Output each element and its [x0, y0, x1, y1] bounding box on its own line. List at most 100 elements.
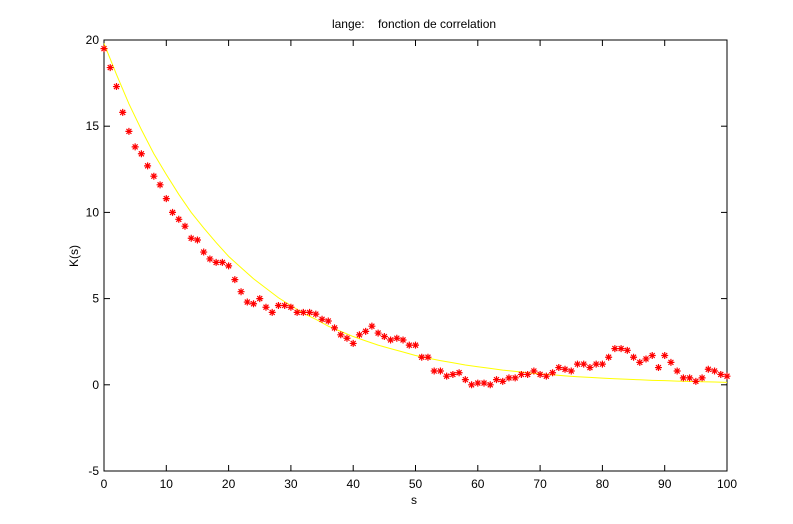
star-marker-icon	[106, 64, 114, 72]
data-point-marker	[654, 364, 662, 372]
star-marker-icon	[686, 374, 694, 382]
star-marker-icon	[125, 127, 133, 135]
star-marker-icon	[256, 295, 264, 303]
star-marker-icon	[555, 364, 563, 372]
data-point-marker	[250, 300, 258, 308]
star-marker-icon	[418, 353, 426, 361]
data-point-marker	[200, 248, 208, 256]
star-marker-icon	[337, 331, 345, 339]
star-marker-icon	[667, 358, 675, 366]
data-point-marker	[237, 288, 245, 296]
data-point-marker	[486, 381, 494, 389]
data-point-marker	[349, 339, 357, 347]
star-marker-icon	[343, 334, 351, 342]
data-point-marker	[231, 276, 239, 284]
star-marker-icon	[318, 315, 326, 323]
star-marker-icon	[150, 172, 158, 180]
data-point-marker	[443, 372, 451, 380]
data-point-marker	[100, 45, 108, 53]
plot-area	[103, 39, 728, 472]
star-marker-icon	[175, 215, 183, 223]
data-point-marker	[274, 301, 282, 309]
data-point-marker	[704, 365, 712, 373]
star-marker-icon	[156, 181, 164, 189]
data-point-marker	[536, 370, 544, 378]
star-marker-icon	[648, 351, 656, 359]
data-point-marker	[692, 377, 700, 385]
star-marker-icon	[524, 370, 532, 378]
data-point-marker	[492, 376, 500, 384]
y-tick-label: 0	[92, 378, 99, 392]
data-point-marker	[418, 353, 426, 361]
data-point-marker	[318, 315, 326, 323]
star-marker-icon	[399, 336, 407, 344]
star-marker-icon	[162, 195, 170, 203]
data-point-marker	[630, 353, 638, 361]
data-point-marker	[424, 353, 432, 361]
data-point-marker	[393, 334, 401, 342]
data-point-marker	[686, 374, 694, 382]
star-marker-icon	[268, 308, 276, 316]
star-marker-icon	[243, 298, 251, 306]
data-point-marker	[648, 351, 656, 359]
star-marker-icon	[530, 367, 538, 375]
star-marker-icon	[455, 369, 463, 377]
star-marker-icon	[380, 333, 388, 341]
data-point-marker	[287, 303, 295, 311]
data-point-marker	[343, 334, 351, 342]
data-point-marker	[150, 172, 158, 180]
data-point-marker	[125, 127, 133, 135]
data-point-marker	[530, 367, 538, 375]
data-point-marker	[524, 370, 532, 378]
data-point-marker	[474, 379, 482, 387]
star-marker-icon	[387, 336, 395, 344]
data-point-marker	[542, 372, 550, 380]
star-marker-icon	[443, 372, 451, 380]
data-point-marker	[723, 372, 731, 380]
data-point-marker	[511, 374, 519, 382]
data-point-marker	[380, 333, 388, 341]
star-marker-icon	[561, 365, 569, 373]
data-point-marker	[175, 215, 183, 223]
series-layer	[100, 43, 731, 389]
x-tick-label: 40	[347, 477, 361, 491]
star-marker-icon	[262, 303, 270, 311]
star-marker-icon	[355, 331, 363, 339]
star-marker-icon	[536, 370, 544, 378]
data-point-marker	[281, 301, 289, 309]
star-marker-icon	[274, 301, 282, 309]
star-marker-icon	[461, 376, 469, 384]
data-point-marker	[698, 374, 706, 382]
star-marker-icon	[137, 150, 145, 158]
data-point-marker	[412, 341, 419, 349]
data-point-marker	[580, 360, 588, 368]
data-point-marker	[156, 181, 164, 189]
data-point-marker	[468, 381, 476, 389]
data-point-marker	[611, 345, 619, 353]
data-point-marker	[598, 360, 606, 368]
data-point-marker	[169, 208, 177, 216]
data-point-marker	[455, 369, 463, 377]
star-marker-icon	[331, 324, 339, 332]
data-point-marker	[549, 369, 557, 377]
x-axis-label: s	[411, 493, 417, 507]
star-marker-icon	[206, 255, 214, 263]
data-point-marker	[374, 329, 382, 337]
star-marker-icon	[474, 379, 482, 387]
data-point-marker	[399, 336, 407, 344]
data-point-marker	[617, 345, 625, 353]
star-marker-icon	[200, 248, 208, 256]
x-tick-label: 80	[596, 477, 610, 491]
star-marker-icon	[468, 381, 476, 389]
y-tick-label: 15	[86, 119, 100, 133]
star-marker-icon	[505, 374, 513, 382]
star-marker-icon	[654, 364, 662, 372]
data-point-marker	[673, 367, 681, 375]
star-marker-icon	[492, 376, 500, 384]
data-point-marker	[293, 308, 301, 316]
data-point-marker	[331, 324, 339, 332]
data-point-marker	[218, 258, 226, 266]
star-marker-icon	[436, 367, 444, 375]
